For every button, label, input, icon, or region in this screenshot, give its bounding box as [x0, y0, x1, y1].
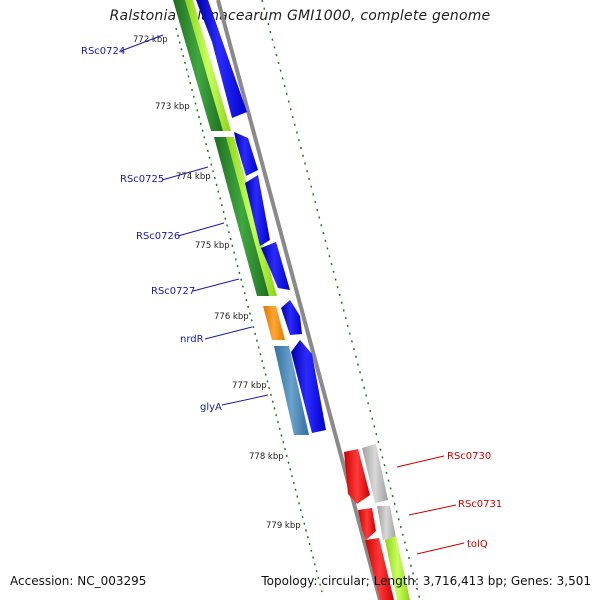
- cds-strand: [196, 0, 326, 433]
- gene-label-rsc0726[interactable]: RSc0726: [136, 231, 180, 242]
- leader-line: [408, 504, 457, 516]
- gene-tolq-feature[interactable]: [365, 538, 394, 600]
- gene-rsc0724-feature[interactable]: [173, 0, 224, 131]
- cds-arrow-glya[interactable]: [291, 340, 326, 433]
- backbone-line: [216, 0, 382, 600]
- accession-label: Accession: NC_003295: [10, 574, 147, 588]
- gene-rsc0730-feature-gray[interactable]: [362, 444, 388, 503]
- kbp-tick-label: 779 kbp: [266, 521, 301, 531]
- cds-arrow-3b[interactable]: [261, 242, 290, 290]
- leader-line: [416, 542, 465, 555]
- kbp-tick-label: 778 kbp: [249, 452, 284, 462]
- gene-label-nrdr[interactable]: nrdR: [180, 334, 204, 345]
- cds-arrow-1[interactable]: [196, 0, 247, 118]
- gene-rsc0725-feature[interactable]: [214, 137, 270, 296]
- forward-gene-strand: [173, 0, 309, 435]
- gene-rsc0725-feature-lime[interactable]: [226, 137, 277, 296]
- forward-gene-labels: RSc0724 RSc0725 RSc0726 RSc0727 nrdR gly…: [81, 34, 269, 413]
- gene-label-rsc0725[interactable]: RSc0725: [120, 174, 164, 185]
- gene-label-glya[interactable]: glyA: [200, 402, 222, 413]
- leader-line: [161, 166, 209, 181]
- cds-arrow-2[interactable]: [234, 132, 258, 176]
- gene-nrdr-feature[interactable]: [263, 306, 285, 340]
- leader-line: [177, 222, 225, 237]
- leader-line: [396, 455, 445, 468]
- gene-rsc0731-feature-gray[interactable]: [377, 506, 396, 540]
- gene-rsc0730-feature[interactable]: [344, 449, 370, 504]
- kbp-tick-label: 773 kbp: [155, 102, 190, 112]
- reverse-gene-strand: [344, 444, 410, 600]
- kbp-tick-label: 776 kbp: [214, 312, 249, 322]
- gene-rsc0724-feature-lime[interactable]: [185, 0, 231, 131]
- gene-label-rsc0724[interactable]: RSc0724: [81, 46, 125, 57]
- gene-glya-feature[interactable]: [274, 346, 309, 435]
- gene-label-rsc0731[interactable]: RSc0731: [458, 499, 502, 510]
- leader-line: [221, 394, 269, 406]
- leader-line: [120, 34, 164, 52]
- kbp-tick-label: 777 kbp: [232, 381, 267, 391]
- gene-rsc0731-feature[interactable]: [358, 508, 376, 540]
- gene-label-tolq[interactable]: tolQ: [467, 539, 488, 550]
- reverse-gene-labels: RSc0730 RSc0731 tolQ: [396, 451, 502, 555]
- cds-arrow-3[interactable]: [245, 175, 270, 246]
- leader-line: [192, 278, 240, 292]
- gene-label-rsc0727[interactable]: RSc0727: [151, 286, 195, 297]
- gene-label-rsc0730[interactable]: RSc0730: [447, 451, 491, 462]
- outer-ruler-line: [261, 0, 421, 600]
- kbp-tick-label: 774 kbp: [176, 172, 211, 182]
- genome-summary: Topology: circular; Length: 3,716,413 bp…: [261, 574, 591, 588]
- kbp-tick-label: 775 kbp: [195, 241, 230, 251]
- leader-line: [204, 326, 253, 340]
- gene-tolq-feature-lime[interactable]: [385, 536, 410, 600]
- cds-arrow-nrdr[interactable]: [281, 300, 302, 335]
